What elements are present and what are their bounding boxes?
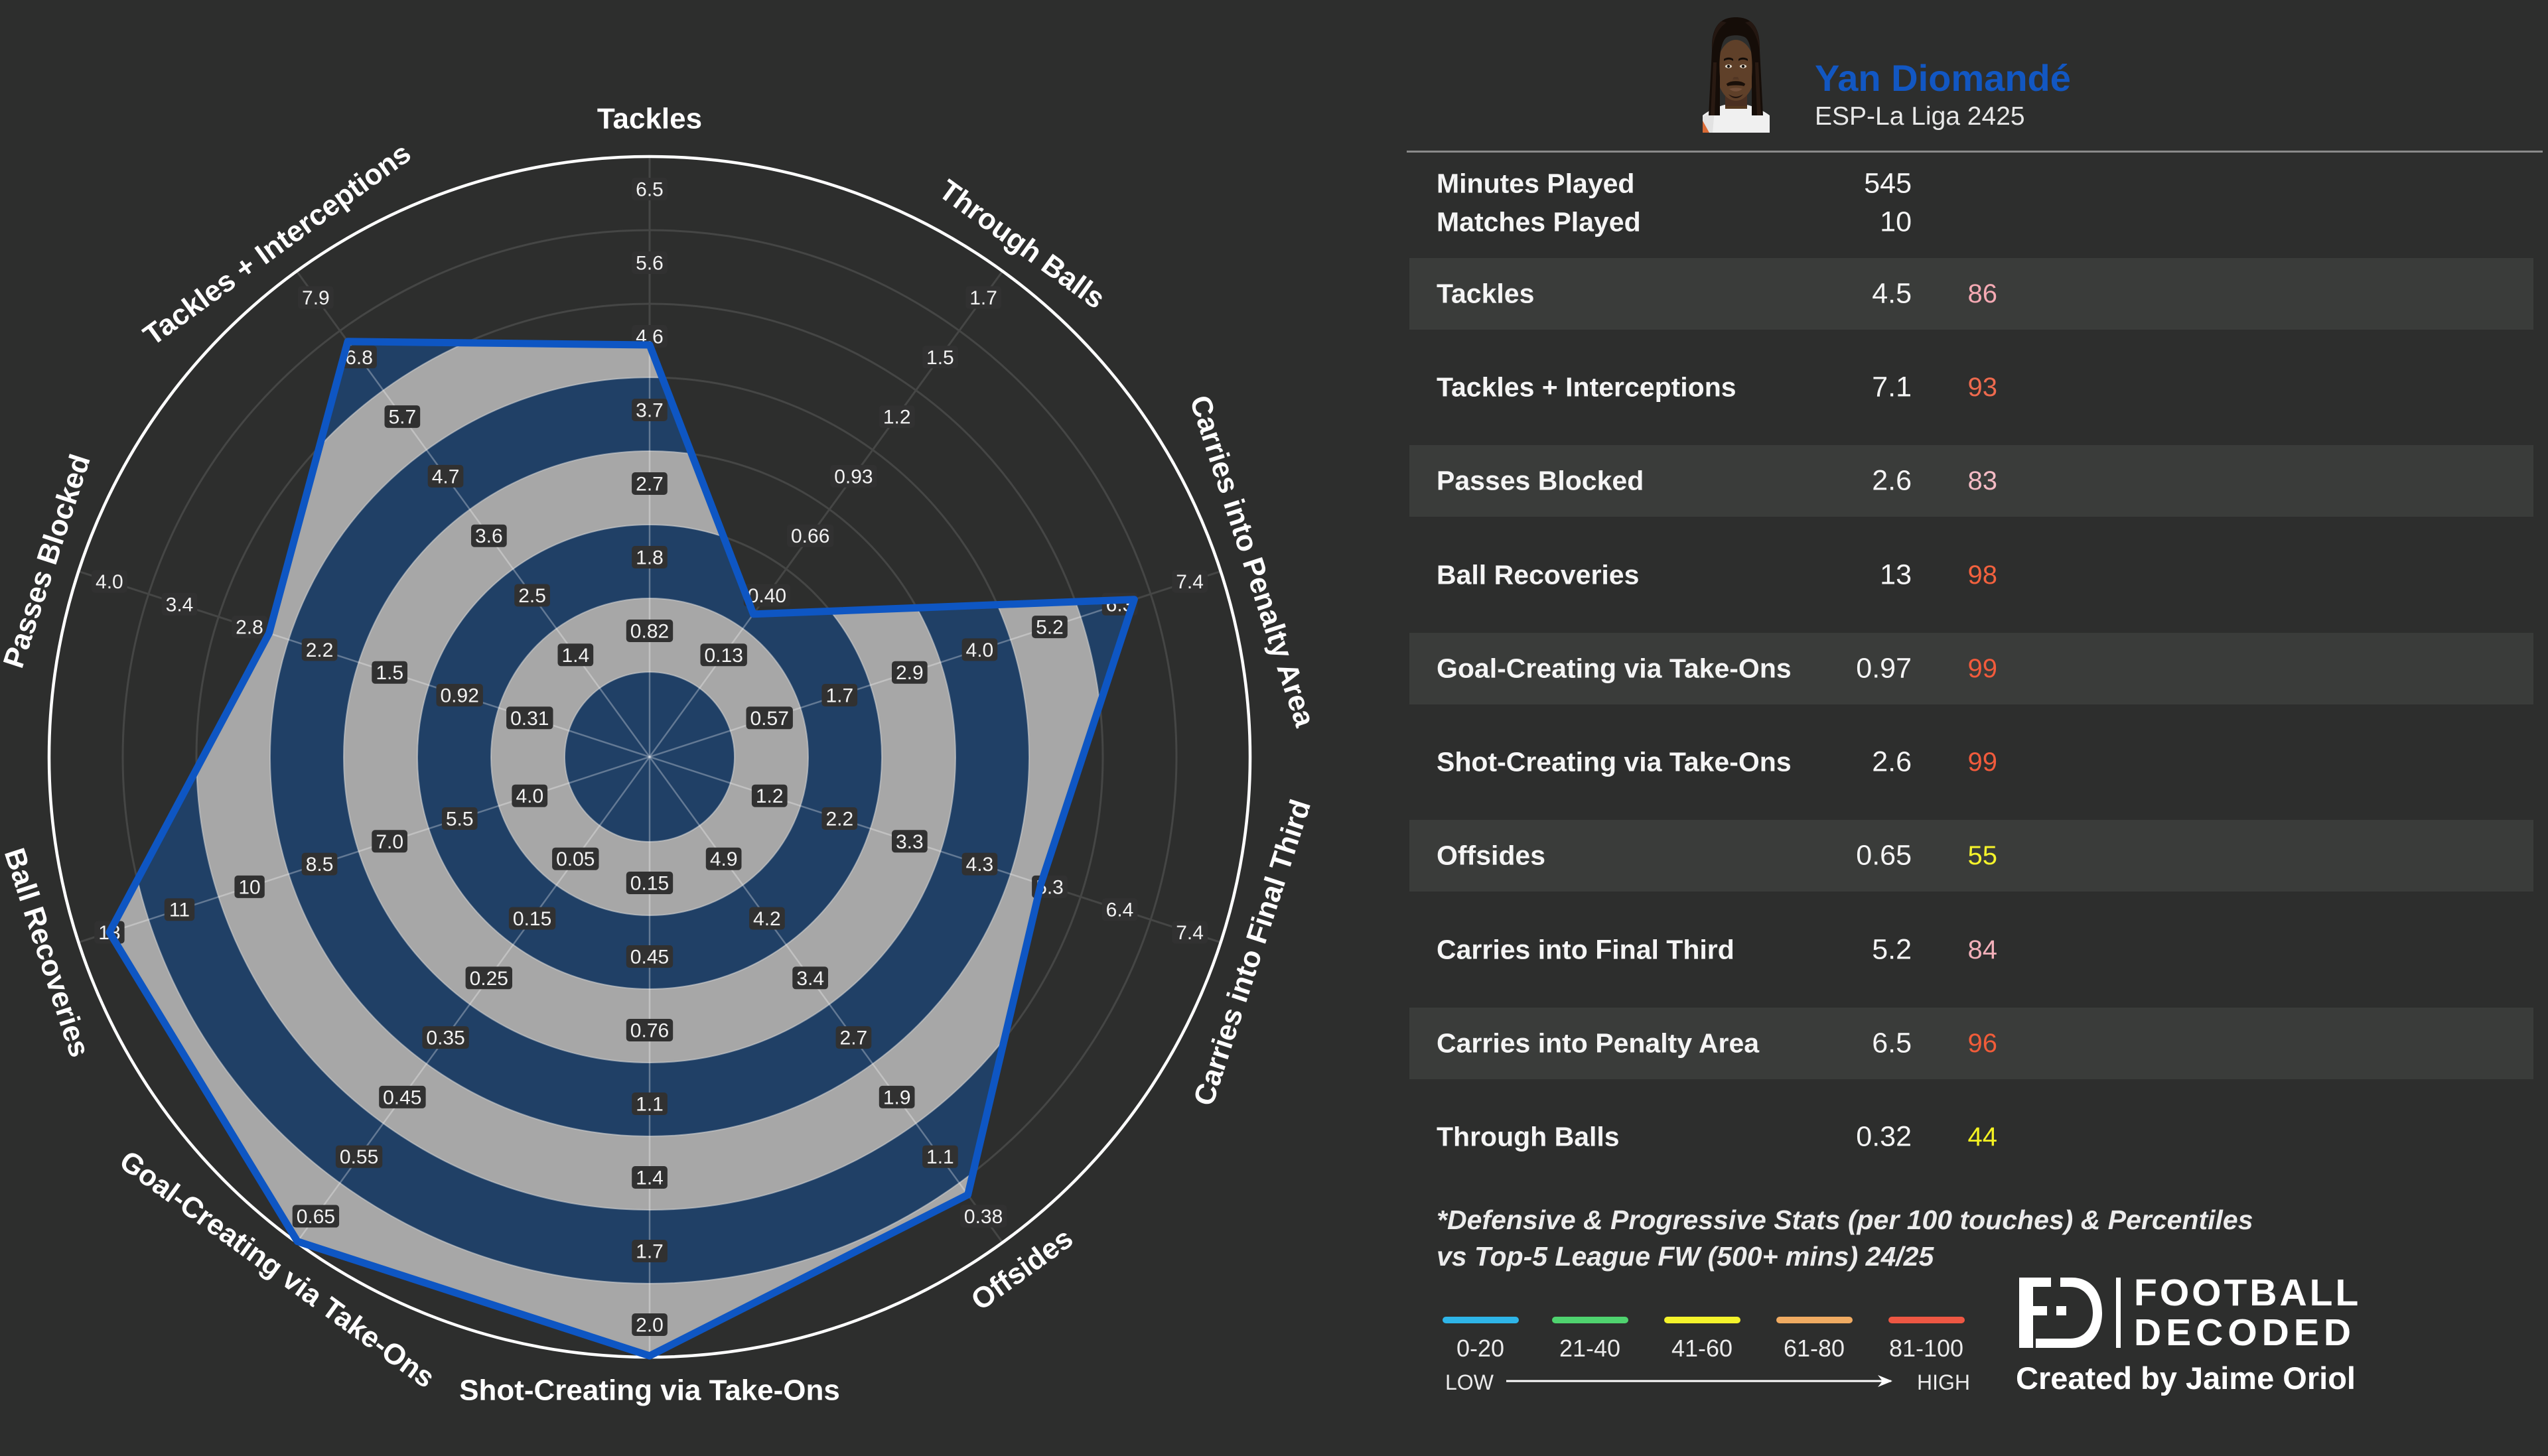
- svg-text:1.2: 1.2: [756, 785, 784, 807]
- svg-text:1.7: 1.7: [825, 685, 853, 707]
- svg-text:FOOTBALL: FOOTBALL: [2134, 1275, 2361, 1314]
- svg-text:0.25: 0.25: [470, 968, 508, 990]
- svg-text:0.92: 0.92: [441, 685, 479, 707]
- svg-text:0.15: 0.15: [513, 908, 551, 930]
- svg-text:11: 11: [169, 899, 190, 921]
- svg-text:0.40: 0.40: [748, 585, 786, 607]
- svg-text:0.57: 0.57: [750, 708, 789, 730]
- svg-text:7.4: 7.4: [1176, 571, 1204, 593]
- svg-text:4.9: 4.9: [710, 848, 738, 870]
- svg-text:0.13: 0.13: [705, 645, 743, 667]
- svg-text:1.1: 1.1: [926, 1146, 954, 1168]
- svg-text:0.66: 0.66: [791, 525, 829, 547]
- svg-text:5.6: 5.6: [636, 253, 664, 275]
- svg-text:Tackles + Interceptions: Tackles + Interceptions: [137, 137, 417, 352]
- svg-text:Shot-Creating via Take-Ons: Shot-Creating via Take-Ons: [459, 1374, 840, 1407]
- svg-text:3.7: 3.7: [636, 400, 664, 422]
- svg-text:Offsides: Offsides: [965, 1222, 1079, 1317]
- svg-text:6.5: 6.5: [636, 179, 664, 201]
- svg-text:4.3: 4.3: [966, 854, 994, 876]
- svg-text:2.2: 2.2: [306, 639, 334, 661]
- svg-text:8.5: 8.5: [306, 854, 334, 876]
- svg-text:4.7: 4.7: [432, 466, 460, 488]
- svg-text:4.0: 4.0: [516, 785, 543, 807]
- svg-text:1.7: 1.7: [636, 1241, 664, 1263]
- svg-text:4.2: 4.2: [753, 908, 781, 930]
- svg-text:7.4: 7.4: [1176, 922, 1204, 944]
- svg-text:5.5: 5.5: [446, 809, 474, 830]
- svg-text:2.7: 2.7: [840, 1027, 868, 1049]
- svg-text:Carries into Penalty Area: Carries into Penalty Area: [1183, 391, 1321, 731]
- svg-text:0.93: 0.93: [834, 466, 873, 488]
- svg-text:1.2: 1.2: [883, 407, 911, 429]
- svg-text:1.9: 1.9: [883, 1087, 911, 1108]
- svg-text:1.7: 1.7: [969, 287, 997, 309]
- svg-text:0.38: 0.38: [964, 1206, 1003, 1228]
- svg-text:4.0: 4.0: [966, 639, 994, 661]
- svg-text:3.3: 3.3: [896, 831, 924, 853]
- svg-text:3.6: 3.6: [475, 525, 503, 547]
- svg-text:0.55: 0.55: [340, 1146, 378, 1168]
- svg-text:1.4: 1.4: [636, 1167, 664, 1189]
- svg-text:1.8: 1.8: [636, 547, 664, 569]
- svg-text:0.31: 0.31: [510, 708, 549, 730]
- svg-text:5.7: 5.7: [388, 407, 416, 429]
- svg-text:2.8: 2.8: [236, 617, 263, 639]
- svg-text:0.76: 0.76: [630, 1020, 669, 1042]
- svg-text:1.1: 1.1: [636, 1094, 664, 1116]
- svg-text:4.0: 4.0: [96, 571, 123, 593]
- svg-text:Tackles: Tackles: [597, 103, 702, 135]
- svg-text:Carries into Final Third: Carries into Final Third: [1188, 796, 1317, 1110]
- svg-text:6.8: 6.8: [345, 347, 373, 369]
- svg-text:7.9: 7.9: [302, 287, 330, 309]
- svg-text:10: 10: [238, 876, 260, 898]
- svg-text:1.5: 1.5: [926, 347, 954, 369]
- svg-text:Created by Jaime Oriol: Created by Jaime Oriol: [2016, 1360, 2356, 1396]
- svg-text:2.9: 2.9: [896, 662, 924, 684]
- svg-text:7.0: 7.0: [376, 831, 403, 853]
- svg-text:0.45: 0.45: [630, 947, 669, 968]
- svg-text:0.15: 0.15: [630, 873, 669, 895]
- svg-text:1.5: 1.5: [376, 662, 403, 684]
- svg-text:2.2: 2.2: [825, 809, 853, 830]
- svg-text:0.05: 0.05: [556, 848, 595, 870]
- svg-text:0.65: 0.65: [297, 1206, 335, 1228]
- svg-text:1.4: 1.4: [561, 645, 589, 667]
- svg-text:6.4: 6.4: [1106, 899, 1134, 921]
- svg-text:2.7: 2.7: [636, 474, 664, 496]
- svg-text:0.82: 0.82: [630, 621, 669, 643]
- svg-text:0.35: 0.35: [426, 1027, 464, 1049]
- svg-text:5.2: 5.2: [1036, 617, 1064, 639]
- svg-text:2.0: 2.0: [636, 1315, 664, 1337]
- svg-text:3.4: 3.4: [796, 968, 824, 990]
- svg-text:0.45: 0.45: [383, 1087, 421, 1108]
- svg-text:2.5: 2.5: [518, 585, 546, 607]
- svg-text:DECODED: DECODED: [2134, 1311, 2356, 1354]
- svg-text:3.4: 3.4: [166, 594, 194, 616]
